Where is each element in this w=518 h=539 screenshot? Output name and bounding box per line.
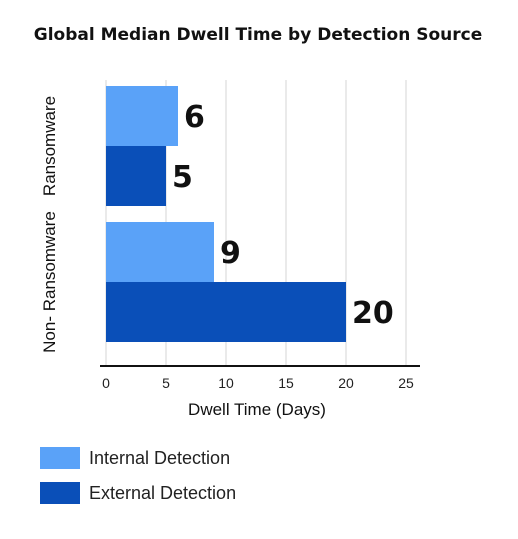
- legend: Internal Detection External Detection: [40, 447, 236, 517]
- legend-swatch-internal: [40, 447, 80, 469]
- data-label: 9: [220, 236, 241, 271]
- x-tick-label: 15: [278, 375, 294, 391]
- chart-title: Global Median Dwell Time by Detection So…: [34, 25, 483, 45]
- x-ticks: 0 5 10 15 20 25: [102, 375, 414, 391]
- x-tick-label: 5: [162, 375, 170, 391]
- legend-item-internal: Internal Detection: [40, 447, 236, 469]
- x-tick-label: 0: [102, 375, 110, 391]
- x-axis-title: Dwell Time (Days): [188, 400, 326, 419]
- data-label: 20: [352, 296, 394, 331]
- data-labels: 6 5 9 20: [172, 100, 394, 331]
- category-labels: Ransomware Non- Ransomware: [40, 96, 59, 353]
- bar: [106, 146, 166, 206]
- bar: [106, 222, 214, 282]
- bars: [106, 86, 346, 342]
- legend-swatch-external: [40, 482, 80, 504]
- x-tick-label: 25: [398, 375, 414, 391]
- data-label: 5: [172, 160, 193, 195]
- category-label: Non- Ransomware: [40, 211, 59, 353]
- category-label: Ransomware: [40, 96, 59, 196]
- legend-label-external: External Detection: [89, 482, 237, 503]
- legend-item-external: External Detection: [40, 482, 236, 504]
- bar: [106, 282, 346, 342]
- legend-label-internal: Internal Detection: [89, 447, 231, 468]
- x-tick-label: 10: [218, 375, 234, 391]
- x-tick-label: 20: [338, 375, 354, 391]
- data-label: 6: [184, 100, 205, 135]
- bar: [106, 86, 178, 146]
